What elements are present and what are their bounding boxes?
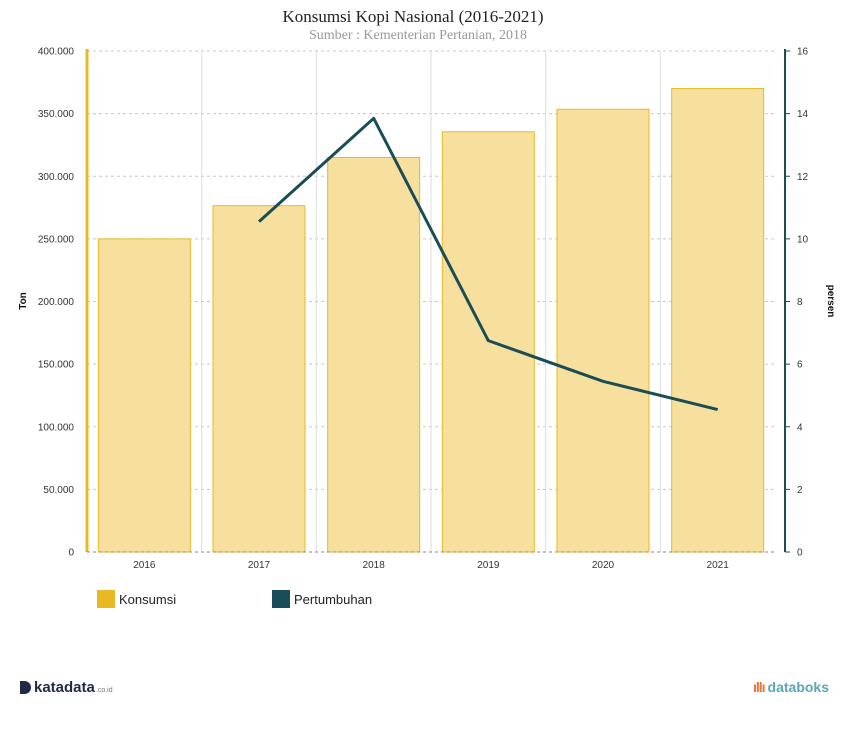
y-tick-label: 50.000 (43, 485, 74, 496)
databoks-logo[interactable]: ıllı databoks (753, 679, 829, 695)
bar-konsumsi[interactable] (212, 205, 306, 553)
y-tick-label: 100.000 (38, 422, 75, 433)
bars (97, 88, 765, 553)
y2-axis-title: persen (825, 285, 836, 318)
katadata-logo[interactable]: katadata .co.id (20, 679, 113, 696)
bar-konsumsi[interactable] (556, 108, 650, 553)
legend-label-pertumbuhan: Pertumbuhan (294, 591, 373, 607)
x-tick-label: 2016 (133, 560, 156, 571)
y2-tick-label: 2 (797, 485, 803, 496)
legend-item-konsumsi[interactable]: Konsumsi (97, 590, 272, 608)
chart-title: Konsumsi Kopi Nasional (2016-2021) (282, 7, 543, 26)
y2-tick-label: 14 (797, 109, 809, 120)
y2-tick-label: 10 (797, 234, 809, 245)
axes: 0 50.000 100.000 150.000 200.000 250.000 300.0… (38, 47, 809, 572)
y2-tick-label: 4 (797, 422, 803, 433)
y-tick-label: 350.000 (38, 109, 75, 120)
katadata-logo-text: katadata (34, 679, 95, 696)
x-tick-label: 2020 (592, 560, 615, 571)
legend-swatch-konsumsi (97, 590, 115, 608)
databoks-logo-icon: ıllı (752, 679, 766, 695)
y-axis-title: Ton (18, 292, 29, 310)
legend-label-konsumsi: Konsumsi (119, 591, 177, 607)
y-tick-label: 200.000 (38, 297, 75, 308)
grid (87, 50, 775, 552)
legend: Konsumsi Pertumbuhan (97, 590, 447, 608)
y2-tick-label: 0 (797, 548, 803, 559)
y2-tick-label: 8 (797, 297, 803, 308)
bar-konsumsi[interactable] (327, 156, 421, 553)
y-tick-label: 300.000 (38, 172, 75, 183)
line-pertumbuhan[interactable] (257, 116, 719, 411)
y-tick-label: 250.000 (38, 234, 75, 245)
y-tick-label: 150.000 (38, 360, 75, 371)
y2-tick-label: 16 (797, 47, 809, 58)
y2-tick-label: 6 (797, 360, 803, 371)
y-tick-label: 0 (68, 548, 74, 559)
y2-tick-label: 12 (797, 172, 809, 183)
katadata-logo-suffix: .co.id (95, 686, 113, 694)
legend-swatch-pertumbuhan (272, 590, 290, 608)
x-tick-label: 2019 (477, 560, 500, 571)
bar-konsumsi[interactable] (97, 238, 191, 553)
bar-konsumsi[interactable] (671, 88, 765, 553)
katadata-logo-icon (20, 681, 31, 694)
chart-subtitle: Sumber : Kementerian Pertanian, 2018 (309, 28, 527, 43)
growth-line (257, 116, 719, 411)
databoks-logo-text: databoks (767, 679, 829, 695)
x-tick-label: 2021 (707, 560, 730, 571)
x-tick-label: 2018 (363, 560, 386, 571)
legend-item-pertumbuhan[interactable]: Pertumbuhan (272, 590, 447, 608)
y-tick-label: 400.000 (38, 47, 75, 58)
x-tick-label: 2017 (248, 560, 271, 571)
